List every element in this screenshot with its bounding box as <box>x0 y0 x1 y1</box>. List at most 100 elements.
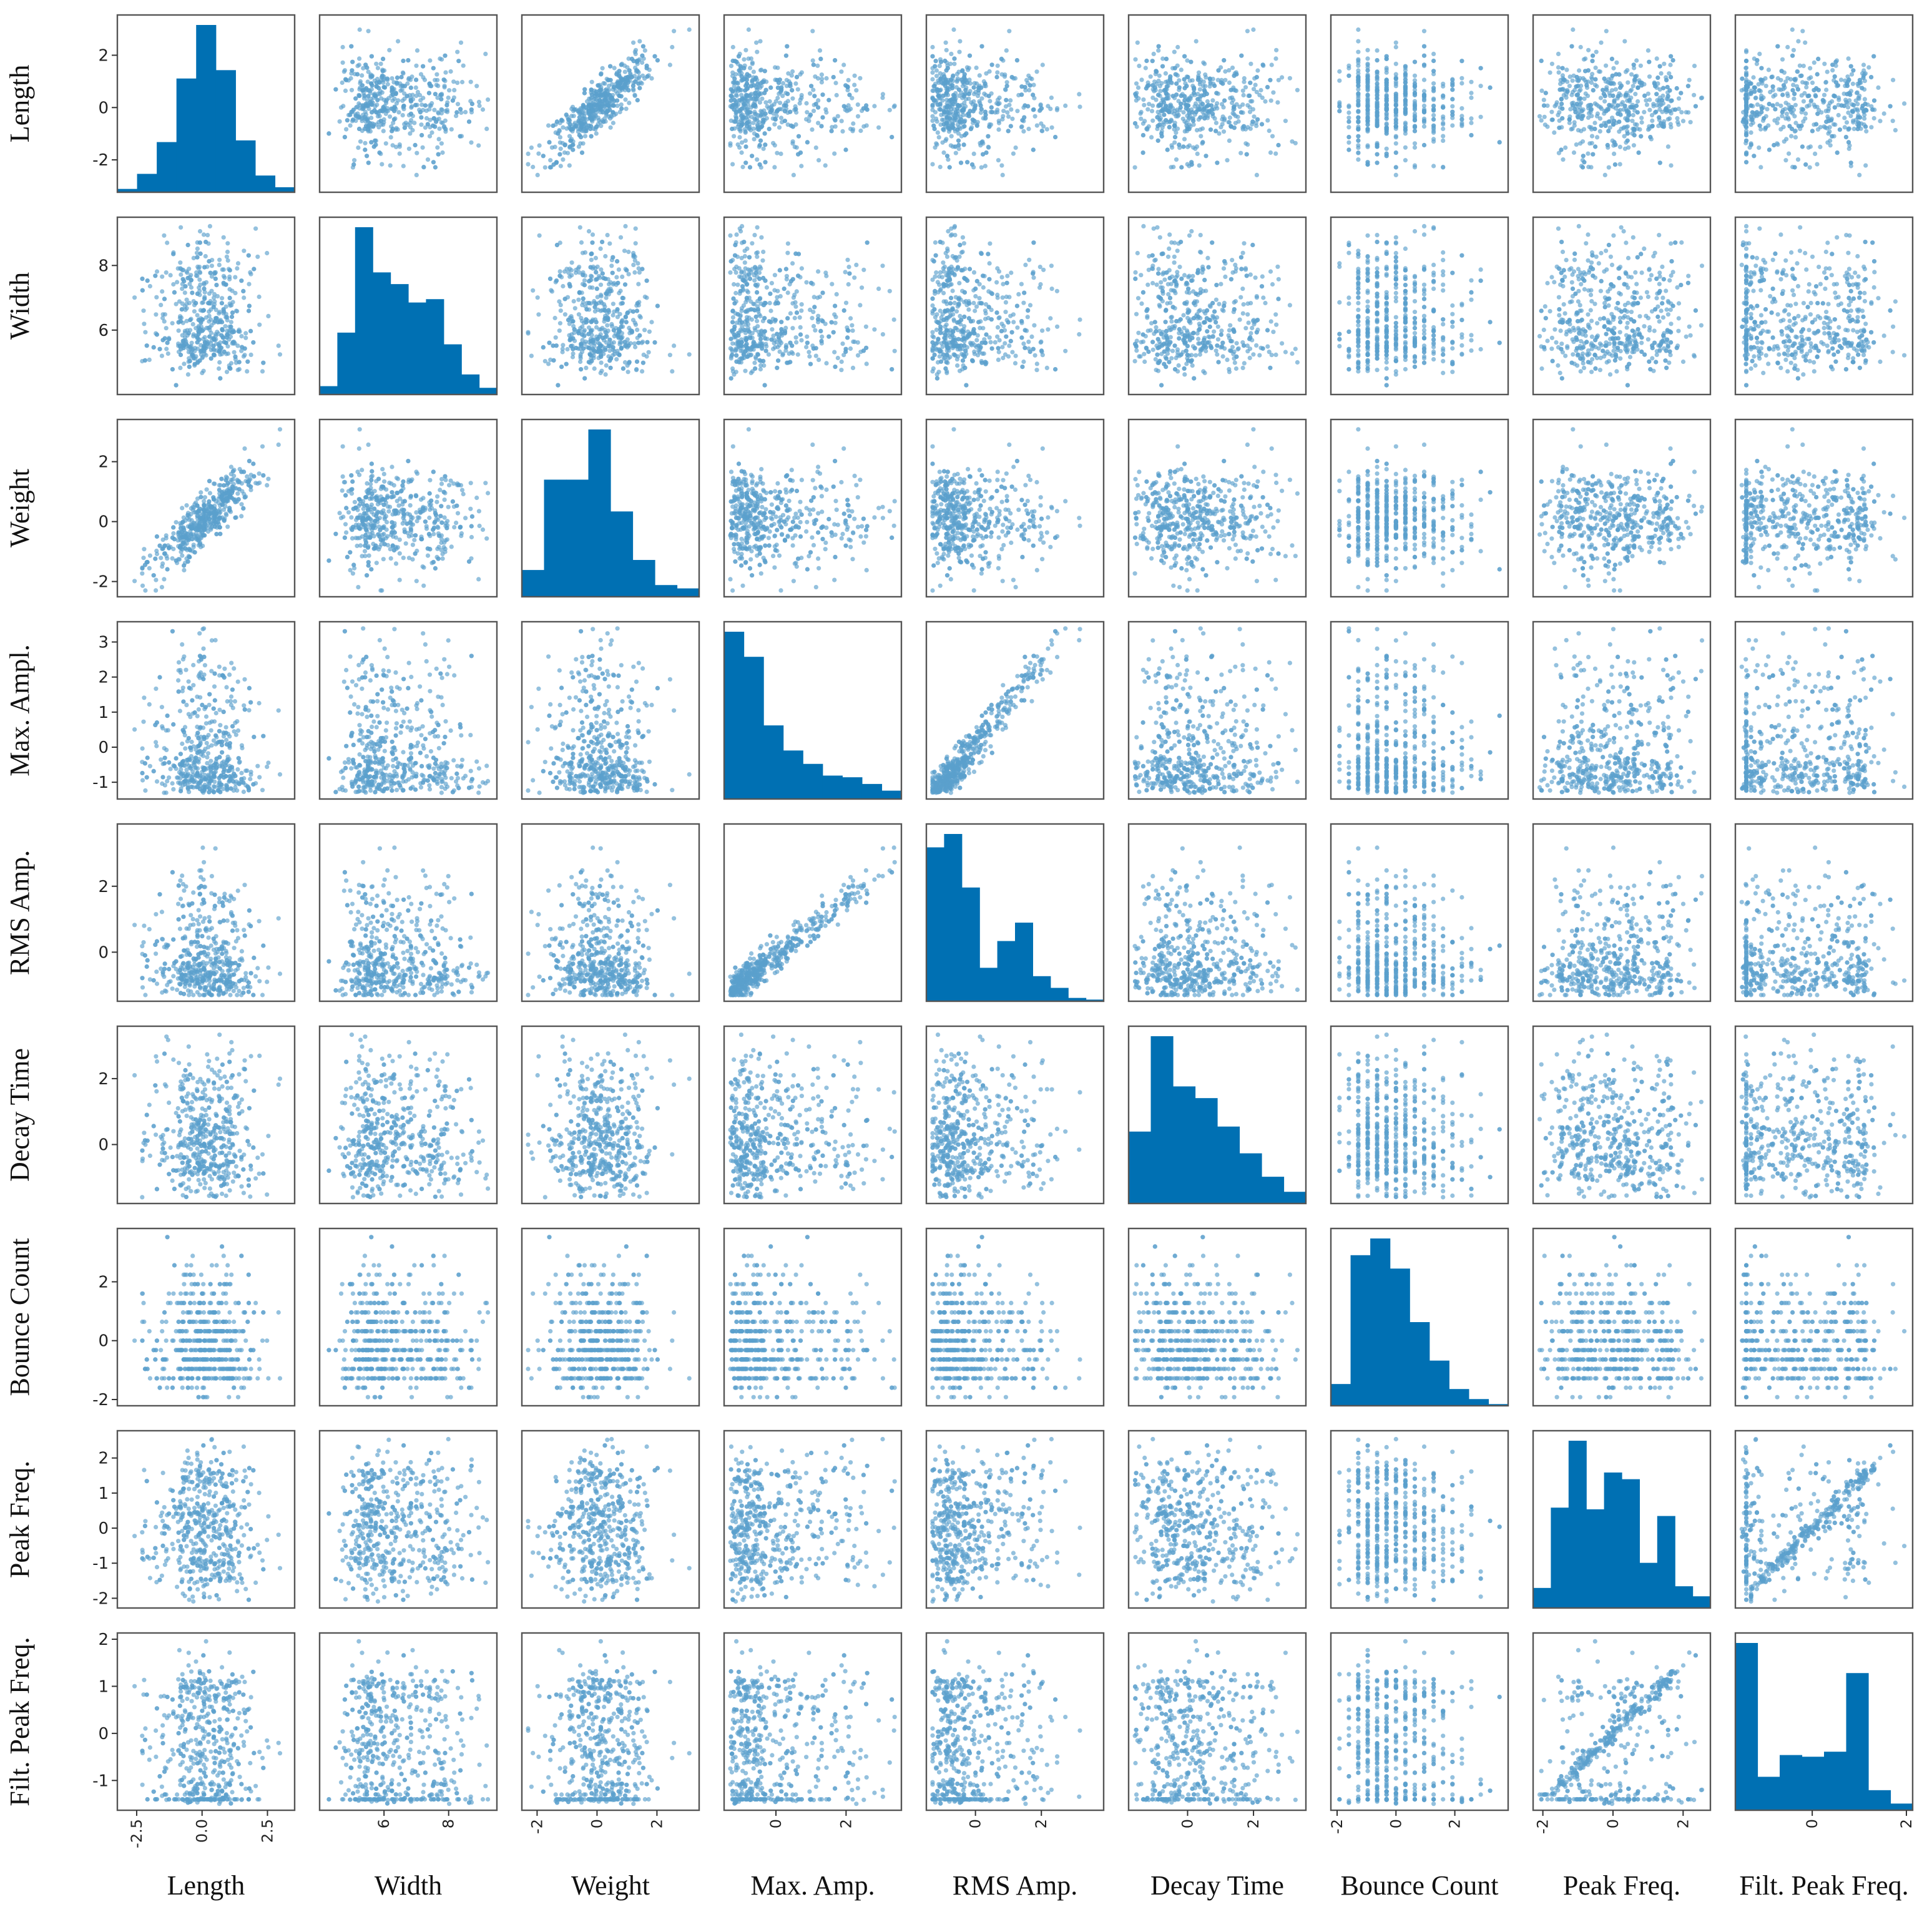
point-0-5-576 <box>1215 160 1219 165</box>
point-0-3-4 <box>833 81 838 85</box>
point-0-3-528 <box>812 94 816 98</box>
point-0-1-568 <box>365 154 369 158</box>
point-0-4-526 <box>1028 83 1032 87</box>
point-0-6-272 <box>1431 97 1436 101</box>
point-0-1-377 <box>352 158 356 162</box>
point-0-1-535 <box>370 54 374 59</box>
point-0-3-447 <box>820 72 824 77</box>
panel-0-0: -202 <box>92 15 295 192</box>
point-0-1-562 <box>380 75 384 79</box>
point-0-1-501 <box>451 99 455 103</box>
point-0-3-403 <box>729 64 733 68</box>
point-0-6-0 <box>1356 157 1360 162</box>
point-0-5-595 <box>1192 91 1196 95</box>
point-0-2-388 <box>585 99 589 104</box>
point-0-2-559 <box>594 124 599 129</box>
point-0-3-568 <box>750 154 754 158</box>
point-0-5-321 <box>1237 119 1241 124</box>
point-0-4-593 <box>941 109 946 113</box>
point-0-1-401 <box>360 73 364 77</box>
point-0-3-505 <box>730 127 734 131</box>
point-0-2-552 <box>589 134 594 139</box>
point-0-4-367 <box>966 67 970 72</box>
point-0-3-263 <box>888 108 892 112</box>
scatter-points-0-2 <box>526 27 691 177</box>
point-0-3-536 <box>767 127 772 131</box>
point-0-4-460 <box>1041 62 1045 67</box>
point-0-3-543 <box>763 160 767 164</box>
point-0-4-531 <box>958 119 962 124</box>
point-0-2-441 <box>634 52 638 56</box>
point-0-4-524 <box>983 81 988 86</box>
point-0-4-542 <box>1039 106 1044 110</box>
point-0-5-480 <box>1209 127 1213 132</box>
point-0-3-480 <box>757 127 761 132</box>
point-0-1-586 <box>343 135 347 139</box>
point-0-2-599 <box>574 124 578 128</box>
point-0-5-333 <box>1227 68 1231 72</box>
point-0-3-47 <box>735 94 739 98</box>
point-0-1-477 <box>409 86 413 90</box>
point-0-1-556 <box>363 147 367 152</box>
point-0-2-524 <box>636 81 640 86</box>
point-0-2-417 <box>615 104 620 108</box>
point-0-3-394 <box>748 128 753 132</box>
point-0-1-528 <box>405 94 409 98</box>
point-0-5-458 <box>1268 150 1273 155</box>
point-0-3-458 <box>740 150 744 155</box>
point-0-3-558 <box>820 115 825 120</box>
point-0-3-552 <box>797 134 801 139</box>
point-0-5-0 <box>1174 157 1179 162</box>
point-0-3-479 <box>785 44 789 49</box>
point-0-1-323 <box>463 110 468 114</box>
point-0-6-238 <box>1422 77 1426 82</box>
point-0-1-497 <box>353 96 358 101</box>
point-0-5-551 <box>1144 59 1149 63</box>
point-0-2-473 <box>617 69 622 73</box>
point-0-1-372 <box>356 145 360 150</box>
point-0-6-274 <box>1450 124 1454 128</box>
point-0-3-513 <box>732 77 737 81</box>
point-0-1-457 <box>444 127 448 132</box>
point-0-2-285 <box>536 173 540 177</box>
point-0-3-596 <box>745 72 749 76</box>
point-0-4-598 <box>938 102 943 106</box>
point-0-1-585 <box>436 152 441 157</box>
point-0-5-303 <box>1142 103 1146 107</box>
point-0-5-531 <box>1250 119 1255 124</box>
point-0-5-535 <box>1182 54 1187 59</box>
point-0-4-270 <box>1048 107 1052 111</box>
point-0-3-545 <box>783 119 787 123</box>
point-0-5-439 <box>1145 127 1149 132</box>
point-0-1-517 <box>439 97 443 101</box>
point-0-6-31 <box>1394 141 1398 145</box>
point-0-1-505 <box>357 127 361 131</box>
point-0-3-326 <box>820 77 824 81</box>
point-0-3-599 <box>745 124 749 128</box>
panel-0-1 <box>320 15 497 192</box>
point-0-2-538 <box>569 139 573 143</box>
point-0-3-495 <box>790 88 794 92</box>
point-0-1-407 <box>388 164 393 168</box>
point-0-1-595 <box>394 91 398 95</box>
point-0-6-182 <box>1394 45 1398 49</box>
point-0-1-590 <box>409 112 413 116</box>
point-0-1-201 <box>477 100 481 104</box>
point-0-5-267 <box>1133 57 1137 62</box>
point-0-3-385 <box>790 96 795 101</box>
point-0-3-497 <box>740 96 745 101</box>
point-0-5-539 <box>1248 81 1252 85</box>
point-0-1-189 <box>446 96 451 100</box>
point-0-2-571 <box>640 54 644 58</box>
point-0-3-377 <box>816 158 821 162</box>
point-0-5-182 <box>1175 45 1180 49</box>
point-0-1-504 <box>381 57 385 61</box>
point-0-1-439 <box>396 127 400 132</box>
point-0-5-202 <box>1167 125 1172 129</box>
point-0-5-502 <box>1265 85 1270 89</box>
point-0-1-421 <box>409 118 413 122</box>
point-0-4-583 <box>951 93 956 97</box>
point-0-4-563 <box>946 86 950 91</box>
point-0-3-556 <box>843 147 848 152</box>
point-0-3-405 <box>733 114 738 119</box>
